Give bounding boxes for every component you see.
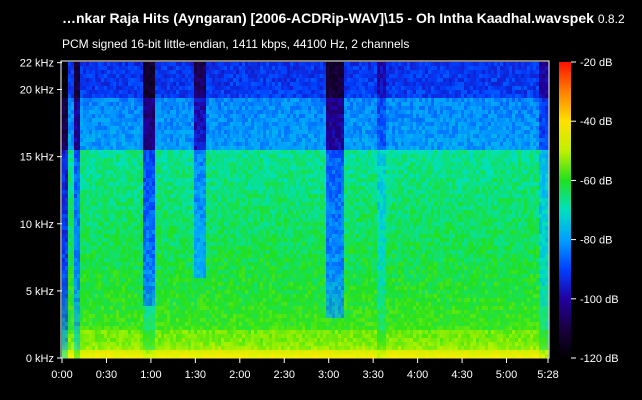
file-title: …nkar Raja Hits (Ayngaran) [2006-ACDRip-… <box>62 10 562 26</box>
app-name: spek <box>562 10 594 26</box>
app-version: 0.8.2 <box>597 12 625 26</box>
app-brand: spek 0.8.2 <box>562 10 625 26</box>
format-info: PCM signed 16-bit little-endian, 1411 kb… <box>62 37 410 51</box>
